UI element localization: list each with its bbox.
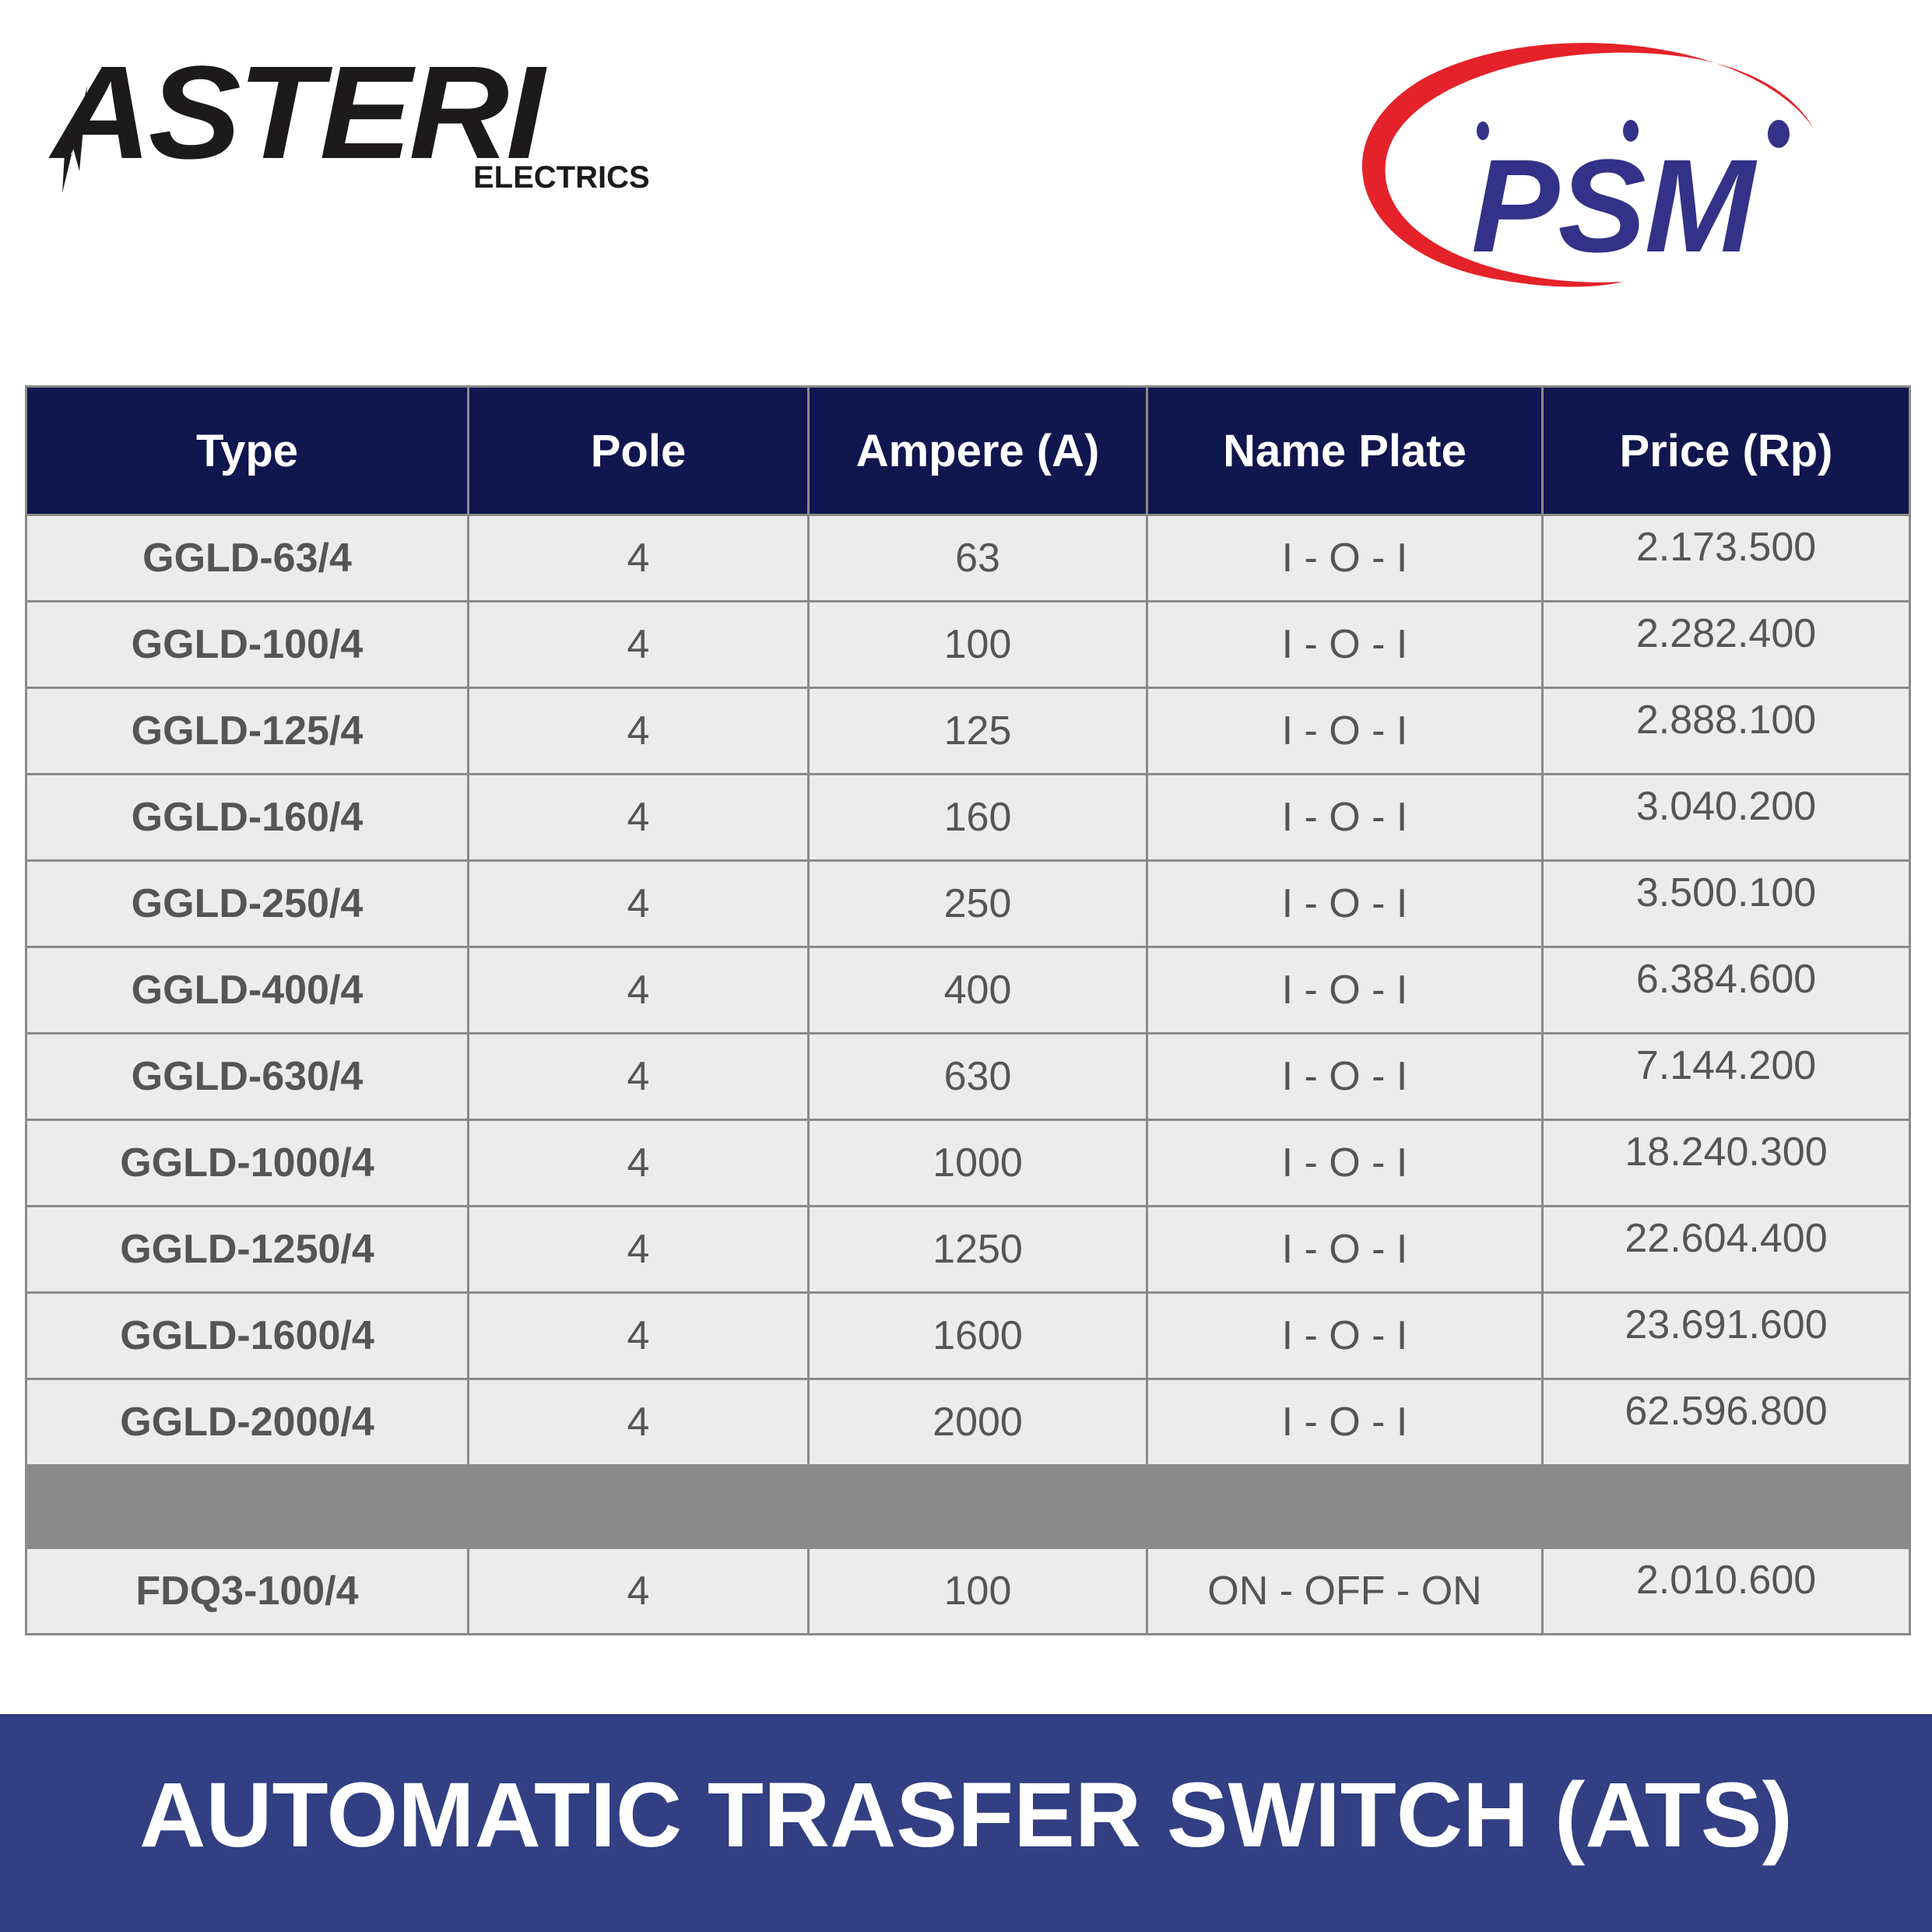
cell-price: 62.596.800 [1541,1378,1911,1467]
header-price: Price (Rp) [1541,385,1911,516]
cell-ampere: 125 [807,687,1148,775]
cell-pole: 4 [467,600,810,689]
table-row: GGLD-630/4 4 630 I - O - I 7.144.200 [25,1032,1911,1121]
table-row: GGLD-250/4 4 250 I - O - I 3.500.100 [25,859,1911,948]
cell-ampere: 400 [807,946,1148,1034]
cell-name-plate: I - O - I [1146,1205,1544,1294]
table-row: GGLD-1600/4 4 1600 I - O - I 23.691.600 [25,1291,1911,1380]
psm-arc-icon [1361,43,1814,287]
cell-pole: 4 [467,1378,810,1467]
table-row: GGLD-400/4 4 400 I - O - I 6.384.600 [25,946,1911,1034]
page-title: AUTOMATIC TRASFER SWITCH (ATS) [139,1764,1793,1867]
cell-price: 2.010.600 [1541,1547,1911,1635]
psm-wordmark: PSM [1471,132,1755,280]
cell-name-plate: I - O - I [1146,1032,1544,1121]
cell-ampere: 160 [807,773,1148,862]
table-row: FDQ3-100/4 4 100 ON - OFF - ON 2.010.600 [25,1547,1911,1635]
table-row: GGLD-125/4 4 125 I - O - I 2.888.100 [25,687,1911,775]
cell-price: 2.888.100 [1541,687,1911,775]
cell-ampere: 1000 [807,1119,1148,1207]
header-type: Type [25,385,469,516]
cell-ampere: 2000 [807,1378,1148,1467]
cell-type: GGLD-160/4 [25,773,469,862]
cell-pole: 4 [467,514,810,602]
cell-type: GGLD-100/4 [25,600,469,689]
cell-name-plate: I - O - I [1146,946,1544,1034]
table-row: GGLD-160/4 4 160 I - O - I 3.040.200 [25,773,1911,862]
cell-ampere: 1250 [807,1205,1148,1294]
cell-pole: 4 [467,1119,810,1207]
table-row: GGLD-63/4 4 63 I - O - I 2.173.500 [25,514,1911,602]
cell-type: GGLD-250/4 [25,859,469,948]
cell-type: GGLD-1250/4 [25,1205,469,1294]
cell-pole: 4 [467,1032,810,1121]
cell-price: 2.282.400 [1541,600,1911,689]
cell-pole: 4 [467,1547,810,1635]
cell-pole: 4 [467,946,810,1034]
table-row: GGLD-2000/4 4 2000 I - O - I 62.596.800 [25,1378,1911,1467]
cell-price: 7.144.200 [1541,1032,1911,1121]
cell-name-plate: I - O - I [1146,687,1544,775]
table-row: GGLD-1250/4 4 1250 I - O - I 22.604.400 [25,1205,1911,1294]
cell-pole: 4 [467,1291,810,1380]
cell-price: 18.240.300 [1541,1119,1911,1207]
asteri-subtitle: ELECTRICS [473,160,650,195]
cell-type: GGLD-630/4 [25,1032,469,1121]
header-ampere: Ampere (A) [807,385,1148,516]
separator-row [25,1464,1911,1549]
cell-price: 3.040.200 [1541,773,1911,862]
cell-ampere: 100 [807,1547,1148,1635]
cell-ampere: 250 [807,859,1148,948]
cell-type: GGLD-125/4 [25,687,469,775]
psm-logo: PSM [1347,31,1860,296]
cell-type: GGLD-400/4 [25,946,469,1034]
cell-name-plate: I - O - I [1146,1378,1544,1467]
cell-ampere: 100 [807,600,1148,689]
table-header-row: Type Pole Ampere (A) Name Plate Price (R… [25,385,1911,516]
asteri-wordmark: ASTERI [51,39,545,187]
cell-type: GGLD-1000/4 [25,1119,469,1207]
cell-name-plate: ON - OFF - ON [1146,1547,1544,1635]
cell-name-plate: I - O - I [1146,859,1544,948]
cell-price: 2.173.500 [1541,514,1911,602]
cell-type: FDQ3-100/4 [25,1547,469,1635]
cell-ampere: 63 [807,514,1148,602]
cell-ampere: 1600 [807,1291,1148,1380]
cell-pole: 4 [467,859,810,948]
header-name-plate: Name Plate [1146,385,1544,516]
cell-name-plate: I - O - I [1146,514,1544,602]
asteri-logo: ASTERI ELECTRICS [51,39,659,202]
cell-price: 23.691.600 [1541,1291,1911,1380]
cell-price: 3.500.100 [1541,859,1911,948]
cell-price: 6.384.600 [1541,946,1911,1034]
cell-name-plate: I - O - I [1146,773,1544,862]
cell-ampere: 630 [807,1032,1148,1121]
cell-name-plate: I - O - I [1146,1291,1544,1380]
cell-name-plate: I - O - I [1146,1119,1544,1207]
cell-name-plate: I - O - I [1146,600,1544,689]
header-pole: Pole [467,385,810,516]
separator-cell [25,1464,1911,1549]
table-row: GGLD-100/4 4 100 I - O - I 2.282.400 [25,600,1911,689]
cell-pole: 4 [467,687,810,775]
lightning-icon [62,86,87,193]
price-table: Type Pole Ampere (A) Name Plate Price (R… [25,385,1911,1635]
cell-type: GGLD-2000/4 [25,1378,469,1467]
table-row: GGLD-1000/4 4 1000 I - O - I 18.240.300 [25,1119,1911,1207]
cell-type: GGLD-63/4 [25,514,469,602]
cell-pole: 4 [467,1205,810,1294]
title-banner: AUTOMATIC TRASFER SWITCH (ATS) [0,1714,1932,1932]
cell-pole: 4 [467,773,810,862]
cell-price: 22.604.400 [1541,1205,1911,1294]
cell-type: GGLD-1600/4 [25,1291,469,1380]
